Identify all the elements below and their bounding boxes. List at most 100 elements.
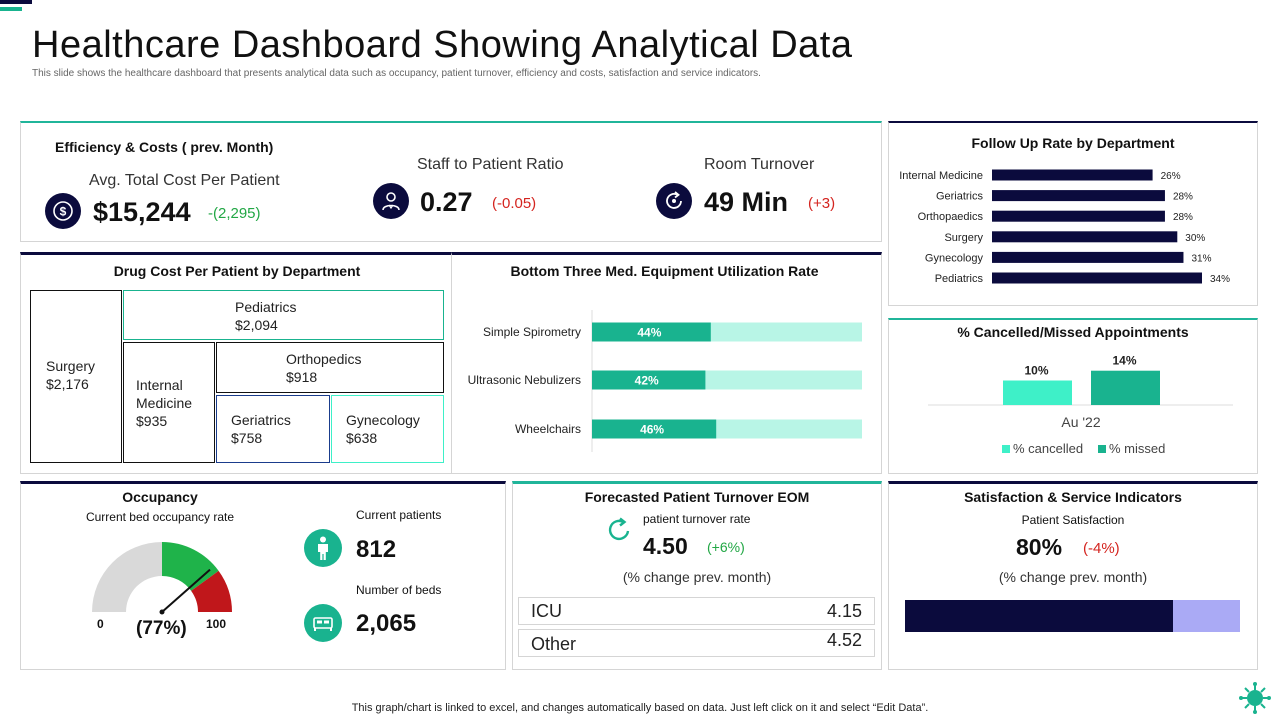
satisfaction-bar [905, 600, 1240, 632]
room-change: (+3) [808, 195, 836, 212]
treemap-label: Geriatrics [231, 412, 291, 428]
beds-value: 2,065 [356, 610, 417, 637]
follow-up-bar-value: 30% [1185, 233, 1205, 244]
follow-up-bar [992, 272, 1202, 284]
gauge-band-mid [162, 542, 219, 591]
cancelled-bar [1003, 380, 1072, 405]
turnover-row-label: ICU [531, 601, 562, 621]
treemap-cell-geriatrics: Geriatrics $758 [216, 395, 330, 463]
satisfaction-bar-fill [905, 600, 1173, 632]
equipment-bar [592, 370, 706, 390]
gauge-band-high [191, 570, 232, 612]
page-title: Healthcare Dashboard Showing Analytical … [32, 24, 853, 66]
satisfaction-title: Satisfaction & Service Indicators [964, 489, 1182, 505]
follow-up-title: Follow Up Rate by Department [971, 135, 1175, 151]
treemap-value: $758 [231, 430, 263, 446]
gauge-needle [161, 568, 211, 613]
turnover-row-icu: ICU 4.15 [518, 597, 875, 625]
turnover-row-other: Other 4.52 [518, 629, 875, 657]
treemap-label: Pediatrics [235, 299, 297, 315]
virus-logo-icon [1238, 681, 1272, 720]
treemap-cell-internal-medicine: Internal Medicine $935 [123, 342, 215, 463]
treemap-value: $2,176 [46, 376, 89, 392]
follow-up-bar [992, 251, 1184, 263]
equipment-category-label: Simple Spirometry [483, 325, 581, 339]
dollar-icon: $ [45, 193, 81, 229]
efficiency-panel: Efficiency & Costs ( prev. Month) Avg. T… [20, 121, 882, 242]
cancelled-panel: % Cancelled/Missed Appointments [888, 318, 1258, 474]
staff-icon [373, 183, 409, 219]
follow-up-bar [992, 210, 1165, 222]
turnover-row-value: 4.15 [826, 601, 862, 621]
ratio-label: Staff to Patient Ratio [417, 156, 564, 173]
gauge-needle-hub [159, 609, 165, 615]
treemap-value: $918 [286, 369, 318, 385]
satisfaction-panel: Satisfaction & Service Indicators Patien… [888, 481, 1258, 670]
treemap-label: Gynecology [346, 412, 420, 428]
follow-up-category-label: Gynecology [925, 252, 984, 264]
corner-accent [0, 0, 32, 4]
cancelled-legend-swatch [1098, 445, 1106, 453]
occupancy-rate-label: Current bed occupancy rate [85, 510, 235, 524]
cancelled-legend-label: % cancelled [1013, 441, 1083, 456]
equipment-category-label: Ultrasonic Nebulizers [468, 373, 581, 387]
follow-up-bar-value: 28% [1173, 192, 1193, 203]
occupancy-title: Occupancy [122, 489, 198, 505]
efficiency-title: Efficiency & Costs ( prev. Month) [55, 139, 274, 155]
cancelled-bar-value: 14% [1112, 354, 1136, 368]
cancelled-bar [1091, 370, 1160, 405]
page-subtitle: This slide shows the healthcare dashboar… [32, 68, 761, 79]
ratio-change: (-0.05) [492, 195, 537, 212]
equipment-bar [592, 322, 711, 342]
drug-cost-title: Drug Cost Per Patient by Department [113, 263, 361, 279]
cost-change: -(2,295) [208, 205, 261, 222]
occupancy-gauge [92, 542, 232, 615]
follow-up-bar [992, 231, 1178, 243]
cancelled-title: % Cancelled/Missed Appointments [957, 324, 1189, 340]
turnover-rate-label: patient turnover rate [643, 512, 751, 526]
follow-up-bar-value: 31% [1191, 253, 1211, 264]
drug-cost-panel: Drug Cost Per Patient by Department [20, 252, 452, 474]
follow-up-bar-value: 34% [1210, 274, 1230, 285]
cost-value: $15,244 [93, 197, 191, 227]
gauge-band-low [92, 542, 162, 612]
satisfaction-label: Patient Satisfaction [1021, 513, 1125, 527]
room-value: 49 Min [704, 187, 789, 217]
turnover-rate-change: (+6%) [707, 539, 745, 555]
turnover-rate-value: 4.50 [643, 533, 688, 559]
treemap-label: Internal Medicine [136, 377, 193, 411]
treemap-label: Orthopedics [286, 351, 362, 367]
patients-value: 812 [356, 536, 397, 563]
turnover-title: Forecasted Patient Turnover EOM [584, 489, 810, 505]
refresh-arrow-icon [606, 516, 634, 549]
drug-cost-treemap: Surgery $2,176 Pediatrics $2,094 Interna… [30, 290, 444, 463]
turnover-note: (% change prev. month) [622, 569, 772, 585]
treemap-cell-gynecology: Gynecology $638 [331, 395, 444, 463]
treemap-label: Surgery [46, 358, 96, 374]
patients-label: Current patients [356, 508, 442, 522]
follow-up-category-label: Geriatrics [936, 191, 984, 203]
satisfaction-value: 80% [1016, 534, 1063, 560]
follow-up-bar-value: 26% [1161, 171, 1181, 182]
equipment-bar [592, 419, 717, 439]
follow-up-bar [992, 169, 1153, 181]
cancelled-bar-value: 10% [1024, 364, 1048, 378]
treemap-value: $638 [346, 430, 378, 446]
ratio-value: 0.27 [420, 187, 473, 217]
room-label: Room Turnover [704, 156, 815, 173]
gauge-min-label: 0 [97, 617, 104, 631]
satisfaction-change: (-4%) [1083, 540, 1120, 557]
turnover-row-label: Other [531, 634, 577, 654]
cost-label: Avg. Total Cost Per Patient [89, 172, 280, 189]
turnover-row-value: 4.52 [826, 630, 862, 650]
equipment-bar-value: 46% [640, 423, 664, 437]
follow-up-chart: Internal Medicine 26% Geriatrics 28% Orthopa… [899, 169, 1230, 285]
equipment-bar-value: 44% [637, 326, 661, 340]
equipment-category-label: Wheelchairs [515, 422, 581, 436]
beds-label: Number of beds [356, 583, 442, 597]
cancelled-legend-label: % missed [1109, 441, 1165, 456]
person-icon [304, 529, 342, 567]
treemap-value: $2,094 [235, 317, 278, 333]
gauge-value: (77%) [136, 618, 187, 639]
follow-up-bar-value: 28% [1173, 212, 1193, 223]
